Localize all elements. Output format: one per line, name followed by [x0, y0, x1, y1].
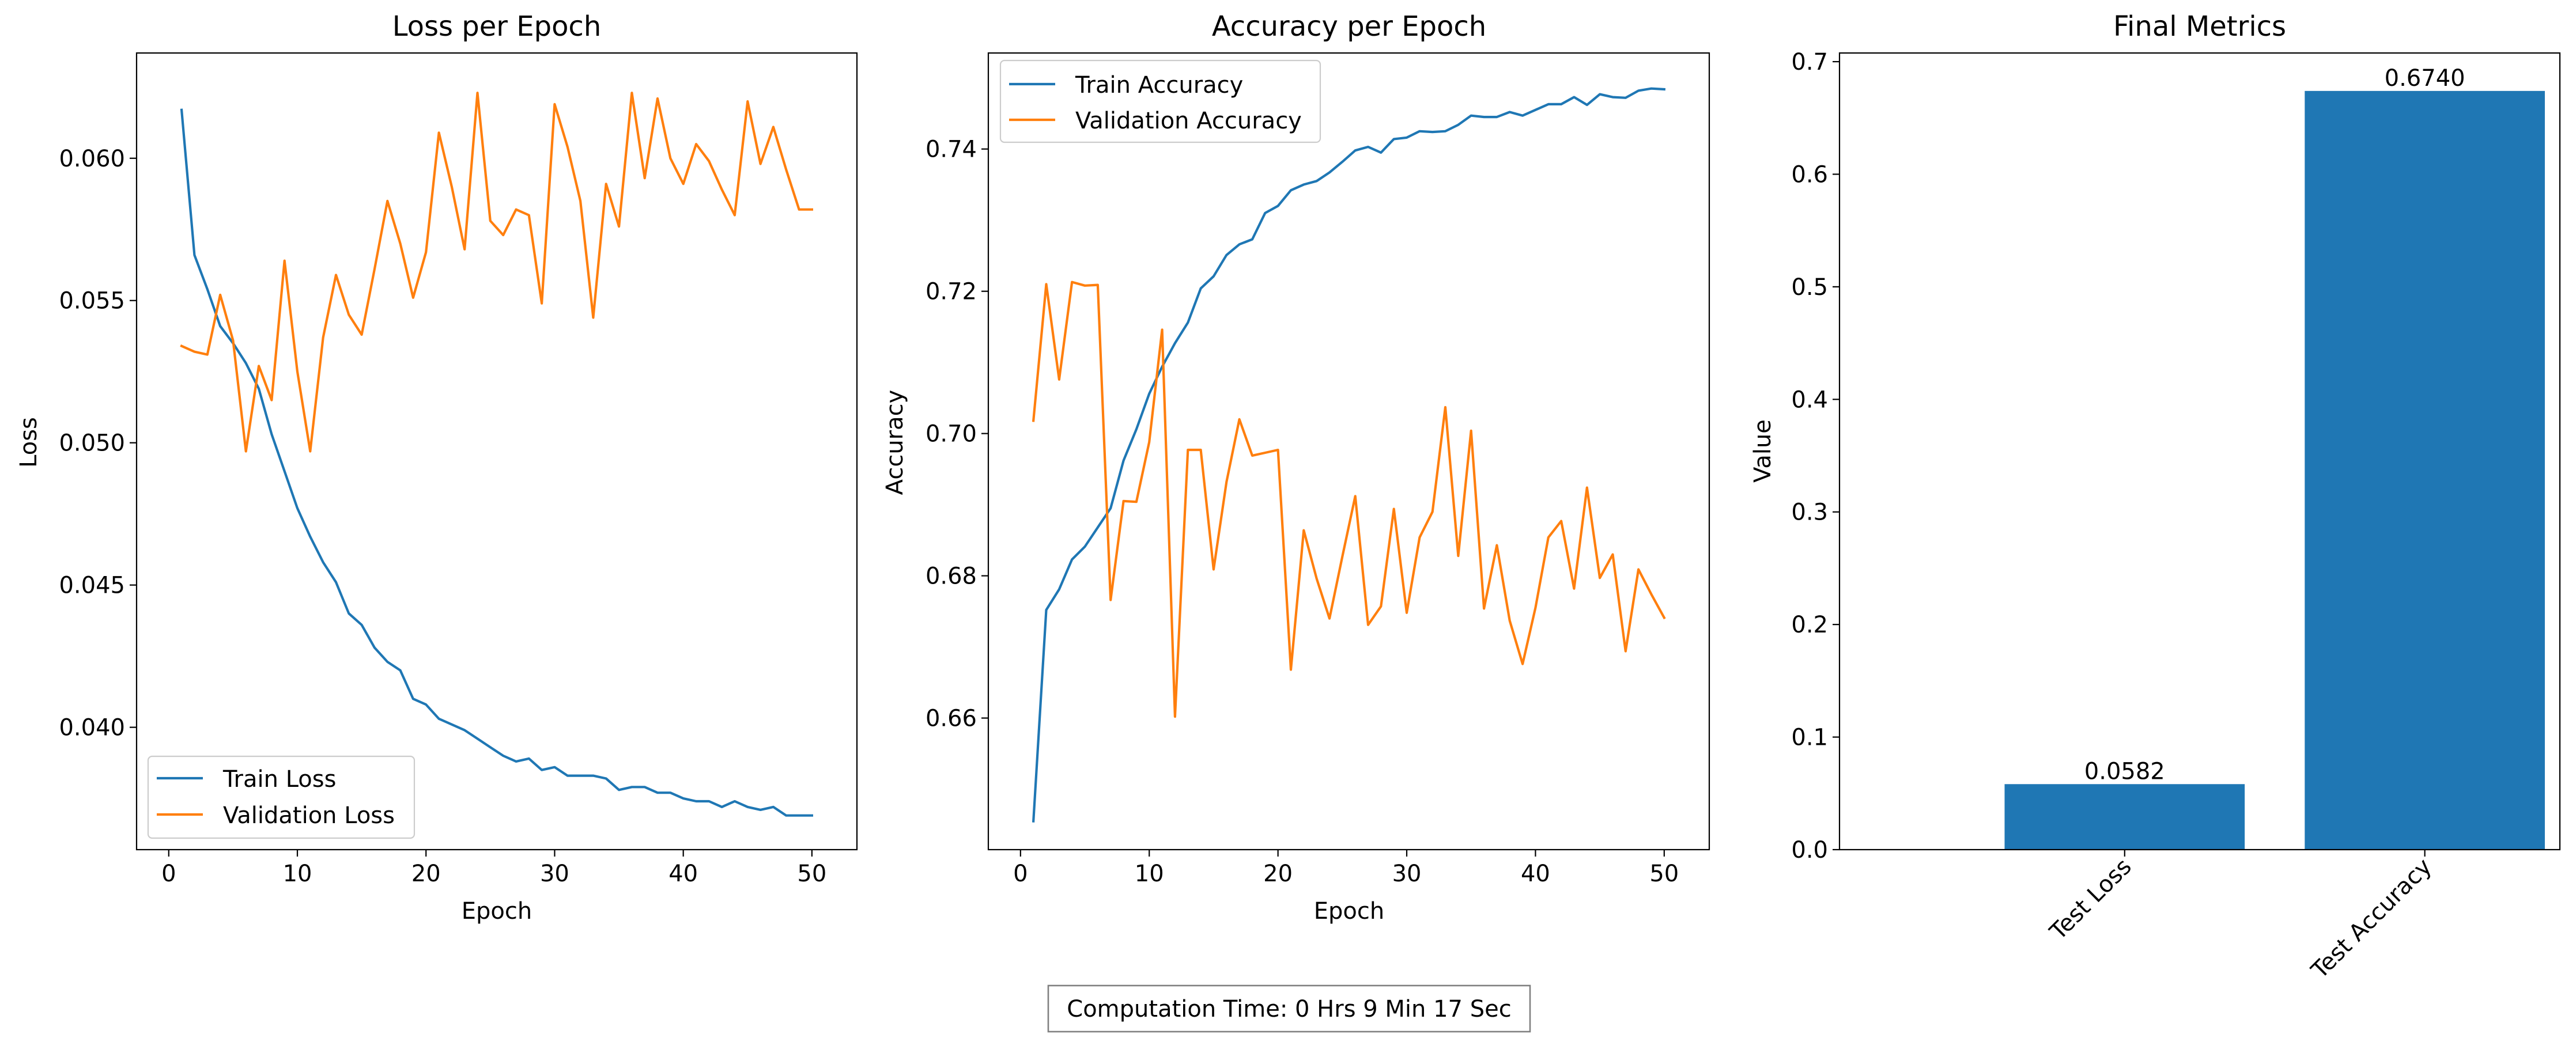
loss-legend: Train Loss Validation Loss [147, 755, 416, 839]
loss-x-tick-label: 20 [411, 861, 441, 887]
loss-y-axis-label: Loss [16, 417, 42, 468]
accuracy-plot-area: 0.66 0.68 0.70 0.72 0.74 0 10 20 30 40 50 [926, 52, 1710, 887]
loss-y-tick-label: 0.050 [59, 430, 125, 457]
final-metrics-y-tick-label: 0.7 [1791, 49, 1828, 75]
accuracy-y-tick-label: 0.66 [926, 706, 977, 732]
final-metrics-y-tick-label: 0.4 [1791, 387, 1828, 413]
loss-series-train-line [180, 108, 814, 817]
accuracy-y-tick-label: 0.72 [926, 279, 977, 305]
accuracy-y-tick-label: 0.74 [926, 137, 977, 163]
test-loss-value-label: 0.0582 [2084, 758, 2165, 785]
loss-y-tick-label: 0.045 [59, 573, 125, 599]
accuracy-y-tick-label: 0.68 [926, 563, 977, 590]
computation-time-frame [1047, 984, 1531, 1033]
accuracy-legend: Train Accuracy Validation Accuracy [999, 59, 1321, 143]
loss-series-validation-line [180, 92, 814, 453]
test-loss-bar [2004, 784, 2245, 850]
loss-x-tick-label: 40 [668, 861, 698, 887]
final-metrics-y-tick-label: 0.6 [1791, 161, 1828, 188]
final-metrics-y-tick-label: 0.0 [1791, 837, 1828, 863]
accuracy-x-tick-label: 50 [1649, 861, 1679, 887]
loss-legend-box [147, 755, 416, 839]
loss-x-axis-label: Epoch [462, 898, 532, 925]
accuracy-y-tick-label: 0.70 [926, 421, 977, 448]
final-metrics-y-tick-label: 0.1 [1791, 725, 1828, 751]
loss-legend-label-validation: Validation Loss [223, 802, 395, 829]
final-metrics-y-axis-label: Value [1750, 419, 1776, 483]
accuracy-chart: Accuracy per Epoch 0.660.680.700.720.740… [882, 10, 1710, 925]
accuracy-legend-box [999, 59, 1321, 143]
loss-y-tick-label: 0.060 [59, 146, 125, 172]
accuracy-chart-title: Accuracy per Epoch [1212, 10, 1486, 43]
computation-time-text: Computation Time: 0 Hrs 9 Min 17 Sec [1067, 996, 1511, 1022]
accuracy-series-validation-line [1032, 281, 1666, 718]
loss-y-tick-label: 0.040 [59, 715, 125, 741]
loss-x-tick-label: 10 [283, 861, 312, 887]
loss-axes-frame [135, 52, 858, 851]
final-metrics-chart: Final Metrics 0.0 0.1 0.2 0.3 0.4 0.5 0.6 0.7 0.… [1750, 10, 2561, 984]
final-metrics-axes-frame [1838, 52, 2561, 851]
test-accuracy-value-label: 0.6740 [2385, 65, 2465, 92]
final-metrics-y-tick-label: 0.5 [1791, 274, 1828, 301]
loss-x-tick-label: 50 [797, 861, 826, 887]
final-metrics-y-tick-label: 0.2 [1791, 612, 1828, 638]
loss-x-tick-label: 30 [540, 861, 569, 887]
accuracy-x-tick-label: 20 [1263, 861, 1293, 887]
accuracy-axes-frame [987, 52, 1710, 851]
accuracy-legend-label-validation: Validation Accuracy [1075, 108, 1302, 134]
loss-chart-title: Loss per Epoch [392, 10, 602, 43]
accuracy-x-axis-label: Epoch [1314, 898, 1384, 925]
accuracy-x-tick-label: 10 [1135, 861, 1164, 887]
loss-legend-label-train: Train Loss [222, 766, 336, 793]
accuracy-series-train-line [1032, 87, 1666, 823]
accuracy-x-tick-label: 30 [1392, 861, 1422, 887]
accuracy-y-axis-label: Accuracy [882, 390, 908, 495]
accuracy-x-tick-label: 40 [1521, 861, 1550, 887]
final-metrics-y-tick-label: 0.3 [1791, 499, 1828, 526]
loss-x-tick-label: 0 [161, 861, 176, 887]
loss-y-tick-label: 0.055 [59, 288, 125, 315]
test-accuracy-bar [2305, 90, 2545, 850]
loss-chart: Loss per Epoch 0.040 0.045 0.050 0.055 0.060… [16, 10, 858, 925]
accuracy-legend-label-train: Train Accuracy [1075, 72, 1243, 99]
computation-time-box: Computation Time: 0 Hrs 9 Min 17 Sec [1047, 984, 1531, 1033]
final-metrics-title: Final Metrics [2113, 10, 2286, 43]
accuracy-x-tick-label: 0 [1013, 861, 1028, 887]
loss-plot-area: 0.040 0.045 0.050 0.055 0.060 0 10 20 30 40 50 [59, 52, 858, 887]
